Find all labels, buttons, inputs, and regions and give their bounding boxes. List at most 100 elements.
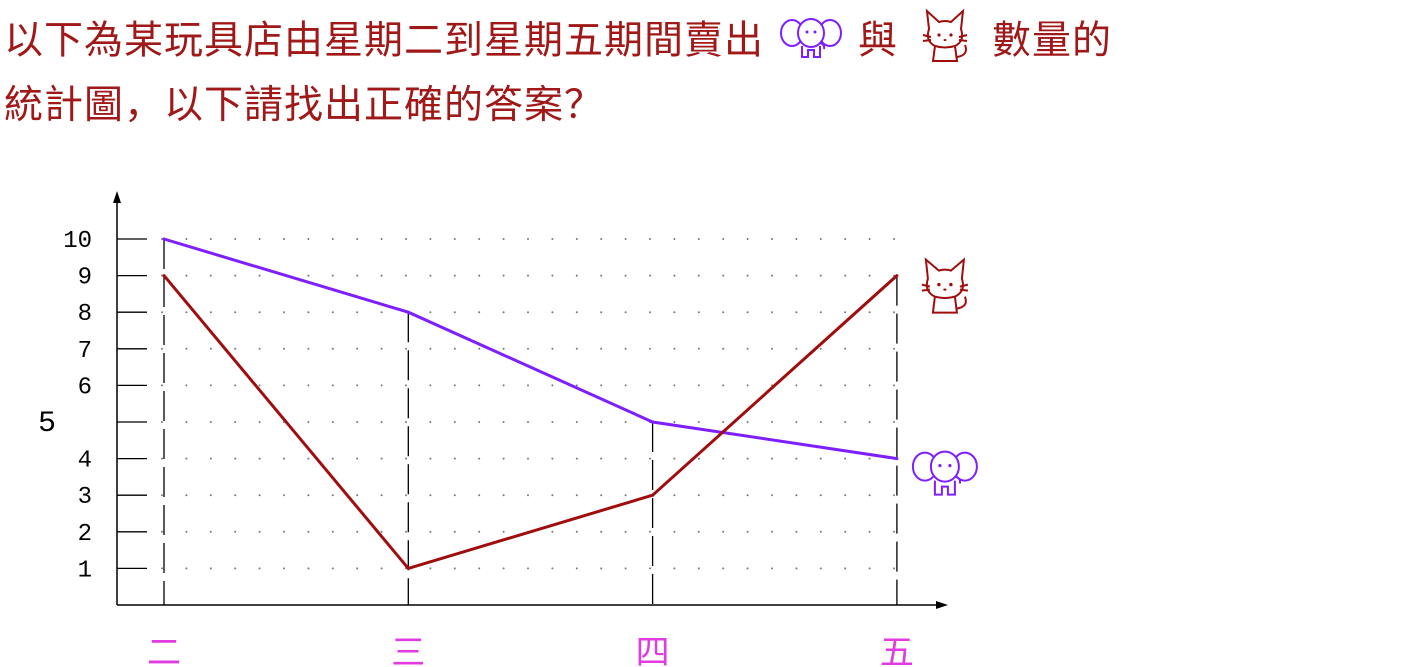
question-text: 以下為某玩具店由星期二到星期五期間賣出 與 bbox=[4, 4, 1419, 130]
question-line-2: 統計圖，以下請找出正確的答案？ bbox=[4, 83, 605, 128]
grid-dot bbox=[893, 567, 895, 570]
grid-dot bbox=[746, 311, 749, 314]
grid-dot bbox=[844, 421, 847, 423]
grid-dot bbox=[161, 457, 163, 460]
grid-dot bbox=[283, 457, 285, 460]
grid-dot bbox=[771, 238, 773, 240]
grid-dot bbox=[697, 347, 700, 350]
category-guides bbox=[163, 239, 898, 605]
grid-dot bbox=[234, 238, 237, 240]
grid-dot bbox=[161, 347, 163, 350]
grid-dot bbox=[795, 238, 798, 240]
grid-dot bbox=[478, 311, 481, 314]
grid-dot bbox=[527, 311, 529, 314]
grid-dot bbox=[234, 494, 237, 497]
grid-dot bbox=[429, 457, 432, 460]
grid-dot bbox=[502, 421, 505, 423]
grid-dot bbox=[844, 311, 847, 314]
grid-dot bbox=[283, 384, 285, 387]
grid-dot bbox=[624, 274, 627, 277]
grid-dot bbox=[649, 347, 651, 350]
grid-dot bbox=[331, 384, 334, 387]
grid-dot bbox=[331, 274, 334, 277]
grid-dot bbox=[624, 384, 627, 387]
cat-icon bbox=[912, 4, 978, 82]
grid-dot bbox=[478, 421, 481, 423]
grid-dot bbox=[624, 494, 627, 497]
grid-dot bbox=[234, 421, 237, 423]
grid-dot bbox=[331, 311, 334, 314]
grid-dot bbox=[527, 567, 529, 570]
grid-dot bbox=[624, 311, 627, 314]
grid-dot bbox=[161, 311, 163, 314]
grid-dot bbox=[893, 311, 895, 314]
grid-dot bbox=[771, 494, 773, 497]
grid-dot bbox=[307, 347, 310, 350]
grid-dot bbox=[258, 421, 261, 423]
data-point bbox=[162, 274, 166, 278]
grid-dot bbox=[795, 347, 798, 350]
series-line-elephant bbox=[163, 237, 898, 461]
elephant-icon bbox=[778, 15, 844, 71]
grid-dot bbox=[307, 421, 310, 423]
grid-dot bbox=[649, 567, 651, 570]
grid-dot bbox=[453, 311, 456, 314]
grid-dot bbox=[868, 311, 871, 314]
grid-dot bbox=[356, 238, 359, 240]
x-labels: 二三四五 bbox=[147, 633, 914, 667]
grid-dot bbox=[258, 238, 261, 240]
grid-dot bbox=[405, 384, 407, 387]
grid-dot bbox=[234, 530, 237, 533]
grid-dot bbox=[478, 238, 481, 240]
grid-dot bbox=[356, 347, 359, 350]
grid-dot bbox=[527, 238, 529, 240]
grid-dot bbox=[502, 457, 505, 460]
grid-dot bbox=[527, 457, 529, 460]
grid-dot bbox=[771, 421, 773, 423]
grid-dot bbox=[844, 238, 847, 240]
grid-dot bbox=[429, 421, 432, 423]
grid-dot bbox=[527, 494, 529, 497]
grid-dot bbox=[356, 457, 359, 460]
grid-dot bbox=[795, 457, 798, 460]
grid-dot bbox=[527, 384, 529, 387]
grid-dot bbox=[331, 238, 334, 240]
grid-dot bbox=[893, 384, 895, 387]
grid-dot bbox=[600, 347, 603, 350]
grid-dot bbox=[502, 311, 505, 314]
grid-dot bbox=[405, 238, 407, 240]
grid-dot bbox=[185, 530, 188, 533]
grid-dot bbox=[209, 274, 212, 277]
grid-dot bbox=[161, 384, 163, 387]
grid-dot bbox=[893, 238, 895, 240]
grid-dot bbox=[819, 457, 822, 460]
grid-dot bbox=[161, 530, 163, 533]
grid-dot bbox=[380, 384, 383, 387]
y-tick-label: 2 bbox=[78, 521, 92, 548]
grid-dot bbox=[380, 421, 383, 423]
grid-dot bbox=[575, 384, 578, 387]
grid-dot bbox=[161, 567, 163, 570]
grid-dot bbox=[819, 567, 822, 570]
grid-dot bbox=[429, 567, 432, 570]
grid-dot bbox=[258, 274, 261, 277]
grid-dot bbox=[307, 457, 310, 460]
grid-dot bbox=[234, 457, 237, 460]
data-point bbox=[406, 566, 410, 570]
grid-dot bbox=[307, 530, 310, 533]
grid-dot bbox=[575, 530, 578, 533]
grid-dot bbox=[234, 567, 237, 570]
grid-dot bbox=[722, 384, 725, 387]
grid-dot bbox=[258, 311, 261, 314]
grid-dot bbox=[356, 567, 359, 570]
grid-dot bbox=[527, 421, 529, 423]
y-tick-label: 5 bbox=[38, 407, 56, 441]
y-tick-label: 9 bbox=[78, 265, 92, 292]
grid-dot bbox=[185, 347, 188, 350]
cat-icon bbox=[921, 257, 969, 314]
grid-dot bbox=[868, 347, 871, 350]
grid-dot bbox=[868, 567, 871, 570]
grid-dot bbox=[624, 567, 627, 570]
data-point bbox=[895, 274, 899, 278]
grid-dot bbox=[185, 311, 188, 314]
